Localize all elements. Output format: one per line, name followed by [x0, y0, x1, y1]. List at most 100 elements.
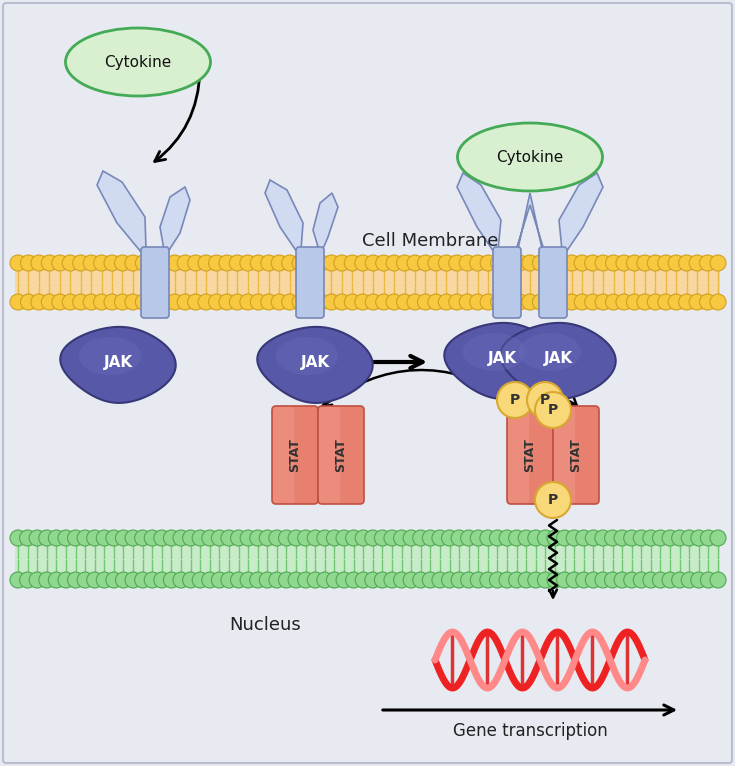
Circle shape — [104, 294, 120, 310]
Circle shape — [167, 255, 183, 271]
Circle shape — [221, 572, 237, 588]
Circle shape — [566, 530, 582, 546]
Circle shape — [480, 255, 496, 271]
Polygon shape — [559, 173, 603, 258]
FancyBboxPatch shape — [319, 407, 340, 503]
Circle shape — [68, 530, 84, 546]
Circle shape — [689, 255, 705, 271]
Circle shape — [480, 530, 496, 546]
Polygon shape — [519, 333, 581, 371]
Text: STAT: STAT — [334, 438, 348, 472]
Circle shape — [428, 255, 444, 271]
Circle shape — [323, 294, 340, 310]
Circle shape — [624, 572, 639, 588]
Polygon shape — [313, 193, 338, 258]
Circle shape — [73, 255, 89, 271]
Circle shape — [501, 294, 517, 310]
FancyBboxPatch shape — [539, 247, 567, 318]
Circle shape — [307, 530, 323, 546]
Circle shape — [198, 255, 214, 271]
Circle shape — [658, 294, 674, 310]
Circle shape — [93, 255, 110, 271]
Circle shape — [512, 255, 528, 271]
FancyBboxPatch shape — [508, 407, 529, 503]
Circle shape — [326, 530, 343, 546]
Circle shape — [672, 572, 688, 588]
Circle shape — [187, 255, 204, 271]
Circle shape — [87, 530, 103, 546]
Circle shape — [710, 294, 726, 310]
Circle shape — [336, 530, 352, 546]
Circle shape — [501, 255, 517, 271]
Text: STAT: STAT — [570, 438, 583, 472]
Text: JAK: JAK — [543, 351, 573, 365]
Circle shape — [29, 572, 45, 588]
Circle shape — [115, 530, 132, 546]
Circle shape — [480, 572, 496, 588]
Circle shape — [438, 255, 454, 271]
Circle shape — [209, 255, 224, 271]
Circle shape — [365, 255, 381, 271]
Circle shape — [700, 530, 717, 546]
Circle shape — [543, 294, 559, 310]
Circle shape — [282, 294, 298, 310]
Circle shape — [535, 392, 571, 428]
Circle shape — [547, 530, 563, 546]
Circle shape — [653, 572, 668, 588]
Circle shape — [163, 530, 179, 546]
Circle shape — [279, 530, 295, 546]
Circle shape — [527, 382, 563, 418]
FancyBboxPatch shape — [3, 3, 732, 763]
Circle shape — [681, 530, 698, 546]
Circle shape — [83, 255, 99, 271]
Circle shape — [459, 294, 476, 310]
Circle shape — [616, 255, 632, 271]
Polygon shape — [276, 337, 338, 375]
Circle shape — [490, 572, 506, 588]
Circle shape — [58, 530, 74, 546]
Circle shape — [125, 294, 141, 310]
Circle shape — [365, 572, 381, 588]
Text: P: P — [540, 393, 550, 407]
FancyBboxPatch shape — [141, 247, 169, 318]
Circle shape — [77, 572, 93, 588]
Circle shape — [509, 530, 525, 546]
Circle shape — [637, 294, 653, 310]
Circle shape — [449, 255, 465, 271]
Circle shape — [288, 572, 304, 588]
Circle shape — [672, 530, 688, 546]
Circle shape — [250, 530, 266, 546]
Circle shape — [423, 572, 438, 588]
Circle shape — [691, 530, 707, 546]
Circle shape — [397, 255, 412, 271]
Circle shape — [547, 572, 563, 588]
Circle shape — [229, 255, 245, 271]
Circle shape — [528, 572, 544, 588]
Circle shape — [365, 294, 381, 310]
Circle shape — [537, 572, 553, 588]
Circle shape — [384, 530, 400, 546]
Circle shape — [532, 294, 548, 310]
Circle shape — [614, 530, 630, 546]
Circle shape — [423, 530, 438, 546]
Circle shape — [20, 530, 35, 546]
Circle shape — [261, 294, 277, 310]
Circle shape — [49, 572, 65, 588]
Circle shape — [648, 294, 663, 310]
Circle shape — [51, 255, 68, 271]
Text: P: P — [548, 403, 558, 417]
Circle shape — [259, 572, 276, 588]
Circle shape — [292, 294, 308, 310]
Circle shape — [499, 572, 515, 588]
Circle shape — [404, 572, 419, 588]
Circle shape — [499, 530, 515, 546]
Circle shape — [313, 255, 329, 271]
Circle shape — [658, 255, 674, 271]
Circle shape — [83, 294, 99, 310]
Circle shape — [522, 294, 538, 310]
Circle shape — [279, 572, 295, 588]
Circle shape — [528, 530, 544, 546]
Polygon shape — [501, 323, 616, 399]
Circle shape — [269, 530, 285, 546]
Circle shape — [198, 294, 214, 310]
